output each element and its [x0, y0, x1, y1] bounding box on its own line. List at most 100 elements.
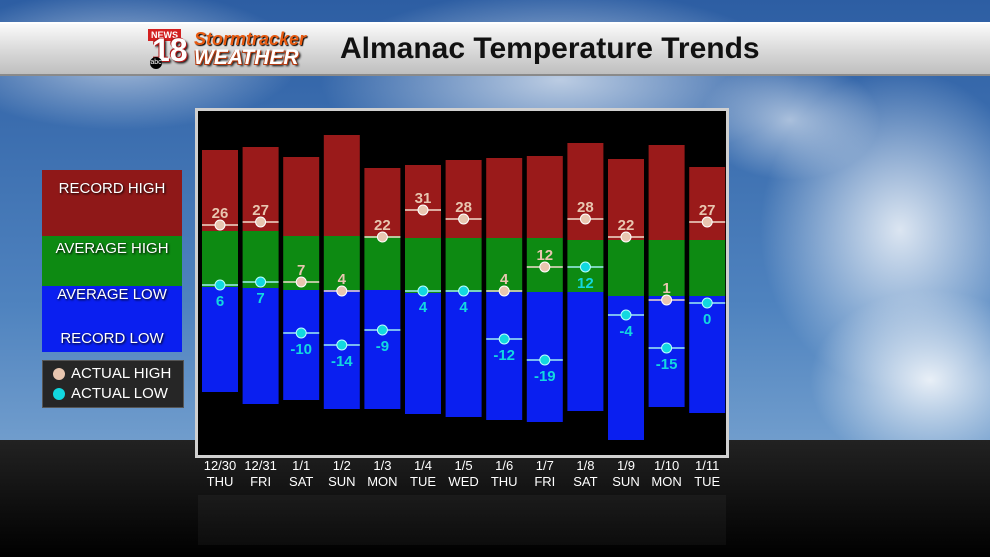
average-band [445, 238, 482, 292]
marker-legend: ACTUAL HIGH ACTUAL LOW [42, 360, 184, 408]
actual-high-point [701, 216, 713, 228]
x-tick-weekday: SUN [612, 474, 639, 489]
column-top-cap [323, 116, 360, 135]
x-tick-date: 1/9 [617, 458, 635, 473]
abc-logo-icon: abc [150, 57, 162, 69]
x-tick-weekday: FRI [534, 474, 555, 489]
record-high-band [608, 159, 644, 240]
x-tick-date: 1/1 [292, 458, 310, 473]
actual-low-point [539, 354, 551, 366]
floor-reflection [198, 495, 726, 545]
legend-average-low: AVERAGE LOW RECORD LOW [42, 286, 182, 352]
x-tick-date: 1/11 [695, 458, 719, 473]
x-tick-date: 12/31 [244, 458, 277, 473]
average-band [323, 236, 360, 290]
column-top-cap [364, 117, 401, 168]
actual-high-label: 28 [577, 199, 594, 216]
actual-high-point [255, 216, 267, 228]
actual-high-point [376, 231, 388, 243]
column-top-cap [689, 123, 726, 167]
x-tick-date: 1/4 [414, 458, 432, 473]
column-top-cap [405, 118, 441, 165]
legend-average-high: AVERAGE HIGH [42, 236, 182, 286]
x-tick-weekday: SUN [328, 474, 355, 489]
actual-high-label: 22 [374, 217, 391, 234]
actual-high-label: 4 [500, 271, 509, 288]
actual-low-point [458, 285, 470, 297]
x-tick-weekday: SAT [289, 474, 313, 489]
column-top-cap [648, 123, 685, 145]
actual-low-label: 0 [703, 311, 711, 328]
legend-record-high: RECORD HIGH [42, 170, 182, 236]
record-high-band [202, 150, 238, 231]
actual-low-label: 6 [216, 293, 224, 310]
record-high-band [486, 158, 523, 238]
station-logo: NEWS 18 abc Stormtracker WEATHER [148, 29, 332, 71]
column-top-cap [486, 120, 523, 158]
x-tick-date: 1/2 [333, 458, 351, 473]
average-band [689, 240, 726, 296]
record-high-band [405, 165, 441, 238]
actual-low-point [417, 285, 429, 297]
column-top-cap [202, 112, 238, 150]
actual-high-point [579, 213, 591, 225]
actual-high-label: 7 [297, 262, 305, 279]
actual-low-label: 12 [577, 275, 594, 292]
column-top-cap [567, 122, 604, 143]
legend-actual-high-label: ACTUAL HIGH [71, 365, 172, 382]
actual-low-label: -19 [534, 368, 556, 385]
logo-stormtracker-text: Stormtracker [194, 29, 307, 49]
actual-high-label: 28 [455, 199, 472, 216]
legend-record-high-label: RECORD HIGH [58, 180, 166, 197]
x-tick-weekday: TUE [694, 474, 720, 489]
record-high-band [364, 168, 401, 236]
actual-low-label: -12 [493, 347, 515, 364]
x-tick-date: 1/7 [536, 458, 554, 473]
actual-low-label: -15 [656, 356, 678, 373]
actual-low-point [214, 279, 226, 291]
column-top-cap [526, 121, 563, 156]
actual-low-label: 7 [256, 290, 264, 307]
record-high-band [689, 167, 726, 240]
actual-low-point [376, 324, 388, 336]
actual-high-label: 12 [536, 247, 553, 264]
record-low-band [405, 293, 441, 414]
legend-average-high-label: AVERAGE HIGH [55, 240, 169, 257]
record-low-band [364, 290, 401, 409]
legend-actual-low: ACTUAL LOW [53, 385, 168, 403]
actual-low-label: 4 [459, 299, 468, 316]
record-high-band [648, 145, 685, 240]
actual-high-point [417, 204, 429, 216]
actual-high-point [539, 261, 551, 273]
record-high-band [283, 157, 320, 236]
column-top-cap [445, 119, 482, 160]
x-tick-date: 12/30 [204, 458, 237, 473]
record-low-band [445, 292, 482, 417]
actual-low-point [620, 309, 632, 321]
actual-low-point [255, 276, 267, 288]
x-tick-weekday: WED [448, 474, 478, 489]
x-tick-weekday: MON [651, 474, 681, 489]
x-tick-date: 1/6 [495, 458, 513, 473]
actual-high-label: 31 [415, 190, 432, 207]
actual-high-label: 22 [618, 217, 635, 234]
band-legend: RECORD HIGH AVERAGE HIGH AVERAGE LOW RECO… [42, 170, 182, 352]
x-tick-date: 1/10 [654, 458, 679, 473]
record-low-band [567, 292, 604, 411]
actual-high-dot-icon [53, 368, 65, 381]
actual-low-label: -4 [619, 323, 633, 340]
legend-actual-high: ACTUAL HIGH [53, 365, 171, 383]
x-tick-weekday: SAT [573, 474, 597, 489]
column-top-cap [608, 123, 644, 159]
record-high-band [526, 156, 563, 238]
actual-high-point [295, 276, 307, 288]
actual-high-point [214, 219, 226, 231]
logo-weather-text: WEATHER [194, 46, 299, 69]
average-band [202, 231, 238, 287]
x-tick-date: 1/5 [455, 458, 473, 473]
actual-low-point [498, 333, 510, 345]
x-tick-date: 1/8 [576, 458, 594, 473]
legend-actual-low-label: ACTUAL LOW [71, 385, 168, 402]
column-top-cap [242, 113, 279, 147]
